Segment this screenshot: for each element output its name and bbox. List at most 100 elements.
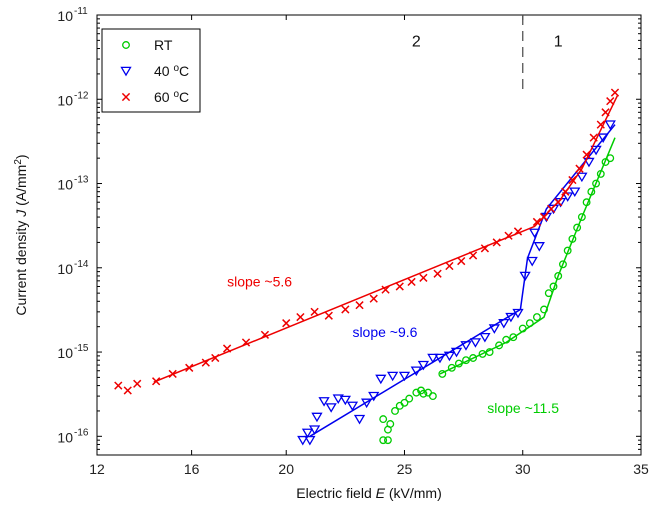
data-point	[375, 374, 387, 385]
data-point	[419, 389, 428, 398]
fit-line	[309, 124, 616, 437]
data-point	[447, 363, 456, 372]
data-point	[311, 412, 323, 423]
data-point	[438, 369, 447, 378]
data-point	[325, 403, 337, 413]
data-layer	[114, 88, 620, 446]
data-point	[604, 120, 616, 130]
data-point	[332, 394, 344, 404]
data-point	[445, 261, 454, 271]
region-label: 2	[412, 33, 421, 50]
x-tick-label: 12	[89, 461, 105, 477]
x-tick-label: 16	[184, 461, 200, 477]
data-point	[583, 157, 595, 168]
data-point	[123, 386, 132, 395]
data-point	[427, 353, 439, 364]
legend-label: RT	[154, 37, 173, 53]
legend-label: 40 oC	[154, 63, 189, 80]
series-x	[114, 88, 620, 395]
data-point	[379, 436, 388, 445]
data-point	[478, 349, 487, 358]
legend-box	[101, 28, 201, 113]
data-point	[592, 179, 601, 188]
x-tick-label: 30	[515, 461, 531, 477]
data-point	[296, 312, 305, 322]
data-point	[407, 277, 416, 287]
data-point	[395, 282, 404, 291]
data-point	[318, 397, 330, 407]
y-tick-label: 10-16	[57, 427, 88, 445]
data-point	[533, 242, 545, 252]
y-axis-label: Current density J (A/mm2)	[13, 154, 30, 315]
fit-line	[153, 95, 618, 383]
data-point	[597, 133, 609, 144]
fit-line	[439, 137, 616, 375]
legend-marker	[122, 41, 130, 49]
x-tick-label: 35	[633, 461, 649, 477]
data-point	[469, 354, 478, 362]
data-point	[419, 273, 428, 282]
data-point	[433, 269, 442, 278]
data-point	[341, 305, 350, 314]
data-point	[576, 172, 588, 183]
data-point	[526, 256, 538, 267]
data-point	[562, 192, 574, 202]
y-tick-label: 10-14	[57, 259, 88, 277]
data-point	[417, 360, 430, 371]
legend-label: 60 oC	[154, 89, 189, 106]
annotation-layer: 2 1 slope ~5.6 slope ~9.6 slope ~11.5	[227, 15, 563, 416]
data-point	[577, 213, 586, 222]
data-point	[412, 388, 421, 397]
data-point	[558, 260, 567, 269]
data-point	[469, 338, 482, 348]
data-point	[387, 371, 399, 382]
y-tick-label: 10-11	[57, 6, 88, 24]
data-point	[610, 88, 620, 97]
data-point	[114, 381, 123, 390]
legend: RT 40 oC 60 oC	[101, 28, 201, 113]
data-point	[532, 313, 541, 322]
data-point	[355, 301, 364, 310]
data-point	[391, 406, 399, 415]
data-point	[379, 415, 388, 424]
legend-marker	[121, 92, 131, 102]
data-point	[606, 97, 615, 106]
plot-frame	[96, 14, 642, 456]
data-point	[596, 120, 605, 129]
y-tick-label: 10-15	[57, 343, 88, 361]
data-point	[383, 436, 392, 445]
x-tick-label: 20	[278, 461, 294, 477]
y-tick-label: 10-13	[57, 175, 88, 193]
data-point	[569, 187, 581, 198]
legend-marker	[120, 66, 132, 77]
data-point	[582, 150, 591, 159]
x-tick-label: 25	[397, 461, 413, 477]
data-point	[297, 435, 309, 446]
data-point	[434, 353, 446, 364]
data-point	[301, 428, 314, 439]
series-circle	[379, 137, 616, 445]
data-point	[405, 394, 414, 403]
data-point	[381, 285, 390, 294]
data-point	[532, 217, 542, 227]
data-point	[428, 392, 437, 401]
slope-annotation: slope ~5.6	[227, 273, 292, 289]
data-point	[339, 395, 351, 406]
data-point	[304, 435, 316, 446]
data-point	[575, 164, 584, 173]
data-point	[512, 308, 524, 319]
region-label: 1	[554, 33, 563, 50]
data-point	[346, 401, 359, 412]
data-point	[133, 379, 142, 388]
data-point	[495, 341, 504, 350]
data-point	[353, 414, 366, 425]
data-point	[386, 420, 395, 428]
y-tick-label: 10-12	[57, 90, 88, 108]
data-point	[509, 333, 518, 342]
data-point	[308, 425, 321, 435]
data-point	[324, 311, 333, 320]
data-point	[479, 332, 491, 343]
data-point	[398, 371, 411, 382]
data-point	[282, 319, 291, 328]
